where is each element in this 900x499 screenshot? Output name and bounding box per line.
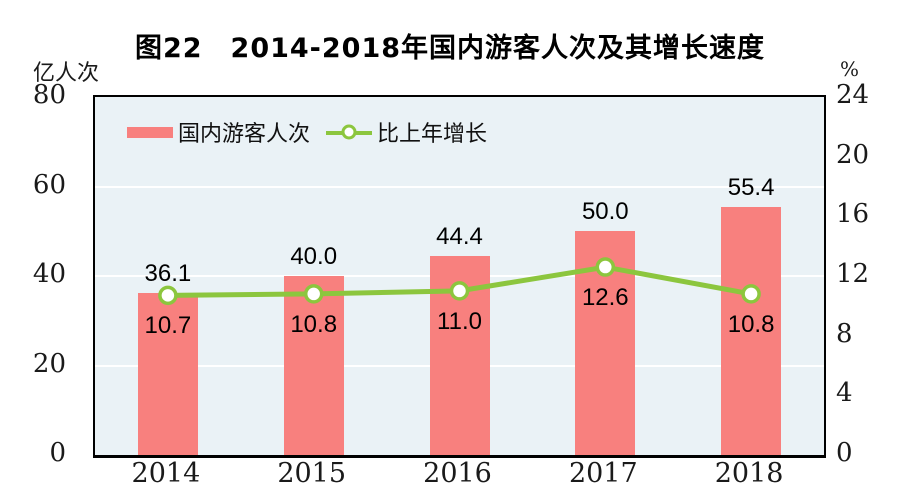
line-marker-icon	[303, 284, 324, 304]
left-axis-tick-label: 60	[32, 169, 66, 200]
right-axis-unit-label: %	[840, 57, 860, 81]
line-series-swatch	[326, 124, 373, 140]
bar-value-label: 55.4	[727, 174, 775, 202]
growth-line	[158, 257, 761, 306]
right-axis-tick-label: 20	[836, 139, 870, 170]
growth-value-label: 11.0	[437, 307, 482, 335]
line-series-label: 比上年增长	[377, 122, 488, 147]
left-axis-unit-label: 亿人次	[33, 61, 100, 86]
bar	[721, 207, 782, 455]
line-marker-icon	[449, 281, 470, 301]
left-axis-tick-label: 80	[32, 80, 66, 110]
line-marker-icon	[595, 257, 616, 277]
bar-value-label: 40.0	[290, 243, 338, 270]
plot-area: 36.1 40.0 44.4 50.0 55.4 10.7 10.8 11.0 12.6 10.8…	[93, 95, 826, 458]
x-axis-tick-label: 2016	[423, 458, 492, 489]
x-axis-tick-label: 2015	[277, 458, 347, 489]
line-swatch-marker-icon	[341, 124, 357, 140]
chart-title: 图22 2014-2018年国内游客人次及其增长速度	[134, 33, 766, 64]
growth-value-label: 10.8	[727, 310, 775, 338]
gridline	[95, 185, 824, 188]
bar	[137, 293, 198, 455]
x-axis-tick-label: 2018	[714, 458, 784, 489]
bar-value-label: 44.4	[436, 223, 483, 251]
bar-series-label: 国内游客人次	[178, 122, 311, 147]
right-axis-tick-label: 24	[836, 80, 870, 110]
growth-value-label: 12.6	[581, 284, 629, 312]
right-axis-tick-label: 4	[836, 378, 853, 409]
growth-value-label: 10.8	[290, 310, 338, 338]
legend: 国内游客人次 比上年增长	[127, 116, 487, 148]
right-axis-tick-label: 8	[836, 318, 853, 349]
bar-value-label: 50.0	[581, 198, 629, 226]
right-axis-tick-label: 12	[836, 259, 870, 289]
x-axis-tick-label: 2014	[131, 458, 201, 489]
right-axis-tick-label: 16	[836, 199, 870, 230]
legend-item-line-series: 比上年增长	[326, 116, 487, 148]
bar-series-swatch	[127, 126, 173, 138]
right-axis-tick-label: 0	[836, 438, 853, 468]
left-axis-tick-label: 20	[32, 348, 66, 379]
growth-value-label: 10.7	[144, 312, 192, 340]
left-axis-tick-label: 0	[49, 438, 66, 468]
line-marker-icon	[158, 285, 178, 306]
bar	[283, 276, 344, 455]
line-marker-icon	[741, 284, 761, 304]
legend-item-bar-series: 国内游客人次	[127, 116, 310, 148]
bar-value-label: 36.1	[144, 260, 192, 288]
left-axis-tick-label: 40	[32, 259, 66, 289]
x-axis-tick-label: 2017	[568, 458, 638, 489]
